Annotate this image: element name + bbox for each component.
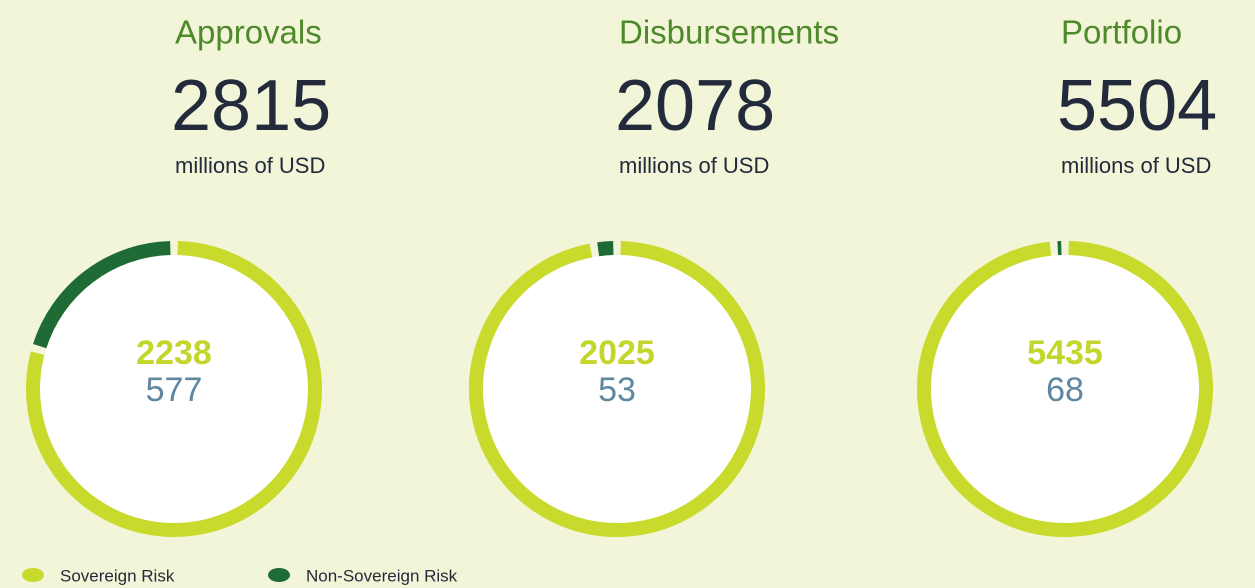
center-value: 2238 [136, 334, 212, 372]
total-value: 2815 [171, 66, 331, 146]
donut-segment [26, 241, 322, 537]
donut-hole [40, 255, 308, 523]
chart-title: Disbursements [619, 14, 839, 51]
donut-segment [469, 241, 765, 537]
unit-label: millions of USD [1061, 153, 1211, 178]
center-value: 2025 [579, 334, 655, 372]
center-value: 577 [146, 371, 203, 409]
donut-segment [33, 241, 171, 349]
donut-segment [917, 241, 1213, 537]
legend-label: Sovereign Risk [60, 566, 175, 585]
donut-hole [931, 255, 1199, 523]
total-value: 2078 [615, 66, 775, 146]
legend-swatch [22, 568, 44, 582]
total-value: 5504 [1057, 66, 1217, 146]
center-value: 53 [598, 371, 636, 409]
legend-label: Non-Sovereign Risk [306, 566, 458, 585]
chart-title: Portfolio [1061, 14, 1182, 51]
center-value: 68 [1046, 371, 1084, 409]
donut-segment [597, 241, 614, 257]
donut-hole [483, 255, 751, 523]
chart-title: Approvals [175, 14, 322, 51]
unit-label: millions of USD [175, 153, 325, 178]
center-value: 5435 [1027, 334, 1103, 372]
unit-label: millions of USD [619, 153, 769, 178]
legend-swatch [268, 568, 290, 582]
